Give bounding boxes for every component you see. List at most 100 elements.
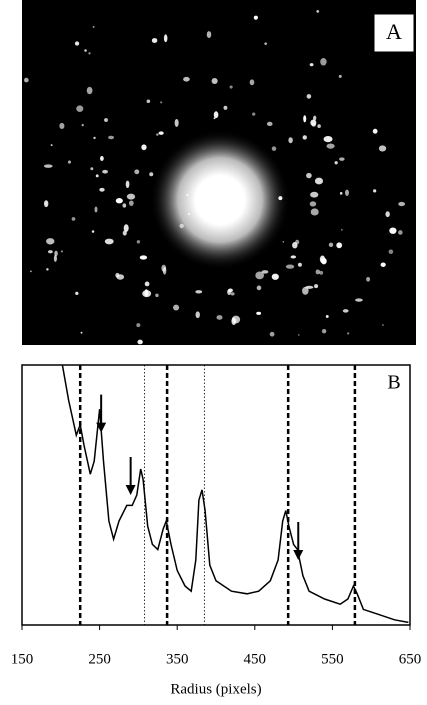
diffraction-spot — [128, 200, 134, 206]
diffraction-spot — [325, 315, 329, 318]
panel-label: A — [386, 19, 402, 44]
diffraction-spot — [223, 105, 228, 110]
diffraction-spot — [271, 273, 279, 280]
diffraction-spot — [67, 160, 71, 164]
diffraction-spot — [230, 292, 235, 296]
diffraction-spot — [380, 262, 386, 267]
diffraction-spot — [43, 164, 53, 168]
diffraction-spot — [311, 122, 317, 127]
diffraction-spot — [256, 285, 262, 291]
diffraction-spot — [264, 42, 267, 45]
diffraction-spot — [195, 311, 200, 319]
diffraction-spot — [95, 174, 99, 178]
diffraction-spot — [255, 271, 264, 280]
diffraction-spot — [84, 49, 87, 52]
diffraction-spot — [336, 242, 343, 249]
diffraction-spot — [123, 224, 129, 232]
x-tick-label: 550 — [321, 651, 344, 667]
diffraction-spot — [290, 255, 297, 259]
diffraction-spot — [141, 144, 147, 151]
diffraction-spot — [282, 241, 285, 243]
diffraction-spot — [151, 38, 158, 44]
diffraction-spot — [156, 133, 159, 136]
diffraction-spot — [50, 144, 53, 147]
diffraction-spot — [161, 264, 167, 272]
diffraction-spot — [104, 238, 114, 245]
diffraction-spot — [100, 155, 104, 161]
diffraction-spot — [302, 135, 307, 140]
plot-frame — [21, 364, 411, 626]
diffraction-spot — [213, 117, 216, 120]
diffraction-spot — [218, 216, 221, 219]
diffraction-spot — [271, 146, 277, 151]
diffraction-spot — [373, 189, 377, 193]
diffraction-spot — [24, 77, 29, 83]
diffraction-spot — [227, 288, 233, 293]
diffraction-spot — [382, 324, 384, 326]
diffraction-spot — [43, 200, 49, 208]
diffraction-spot — [174, 119, 179, 127]
diffraction-spot — [115, 272, 120, 278]
diffraction-image — [22, 0, 416, 345]
diffraction-spot — [306, 172, 312, 179]
diffraction-spot — [91, 230, 95, 233]
diffraction-spot — [88, 52, 91, 55]
diffraction-spot — [104, 118, 108, 122]
diffraction-spot — [142, 290, 152, 298]
diffraction-spot — [319, 270, 324, 275]
diffraction-spot — [186, 193, 189, 197]
diffraction-spot — [71, 217, 76, 221]
diffraction-spot — [310, 208, 319, 216]
diffraction-spot — [122, 203, 127, 208]
diffraction-spot — [303, 115, 307, 123]
diffraction-spot — [328, 242, 334, 247]
diffraction-spot — [231, 315, 241, 324]
diffraction-spot — [126, 193, 136, 200]
diffraction-spot — [398, 230, 403, 235]
diffraction-spot — [102, 169, 108, 174]
arrow-head — [125, 485, 136, 495]
diffraction-spot — [90, 167, 94, 171]
diffraction-spot — [134, 169, 140, 175]
diffraction-spot — [211, 77, 218, 85]
diffraction-spot — [278, 196, 283, 201]
diffraction-spot — [46, 268, 49, 271]
x-tick-label: 450 — [244, 651, 267, 667]
diffraction-spot — [249, 79, 255, 86]
diffraction-spot — [314, 284, 319, 289]
diffraction-spot — [60, 250, 64, 253]
diffraction-spot — [94, 206, 98, 213]
diffraction-spot — [229, 85, 233, 89]
diffraction-spot — [173, 304, 180, 311]
diffraction-spot — [313, 115, 317, 121]
diffraction-spot — [309, 201, 317, 207]
diffraction-spot — [266, 121, 273, 127]
diffraction-spot — [75, 291, 79, 295]
diffraction-spot — [81, 123, 84, 127]
diffraction-spot — [93, 136, 96, 140]
diffraction-spot — [144, 281, 150, 287]
diffraction-spot — [372, 128, 378, 134]
diffraction-spot — [285, 264, 295, 269]
x-tick-label: 650 — [399, 651, 422, 667]
diffraction-spot — [297, 262, 302, 267]
diffraction-spot — [341, 229, 343, 231]
central-beam — [150, 130, 290, 270]
diffraction-spot — [92, 25, 95, 28]
diffraction-spot — [316, 10, 320, 13]
diffraction-spot — [137, 339, 143, 345]
diffraction-spot — [385, 211, 390, 218]
diffraction-spot — [149, 172, 154, 177]
diffraction-spot — [347, 332, 350, 335]
diffraction-spot — [160, 101, 163, 104]
diffraction-spot — [108, 135, 115, 140]
diffraction-spot — [314, 177, 324, 185]
diffraction-spot — [295, 239, 300, 245]
diffraction-spot — [136, 323, 141, 328]
diffraction-spot — [317, 124, 321, 129]
diffraction-spot — [183, 76, 190, 82]
diffraction-spot — [139, 255, 148, 260]
diffraction-spot — [158, 131, 164, 135]
